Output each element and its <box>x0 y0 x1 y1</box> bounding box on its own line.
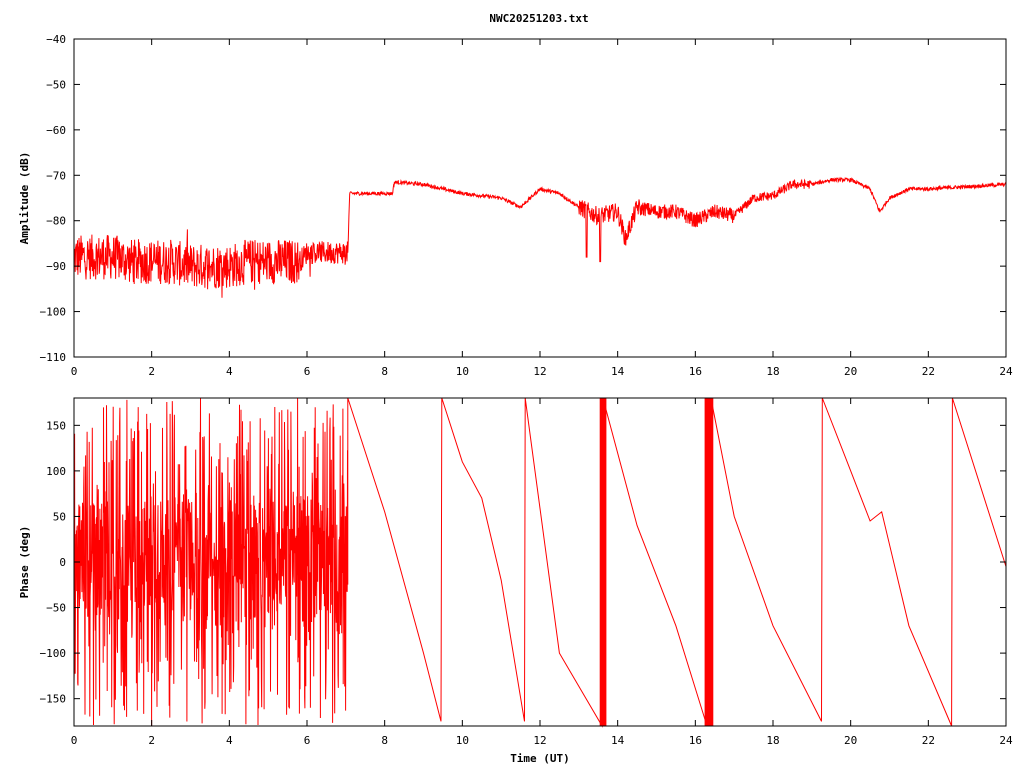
amplitude-x-tick-label: 2 <box>148 365 155 378</box>
amplitude-x-tick-label: 16 <box>689 365 702 378</box>
phase-x-tick-label: 0 <box>71 734 78 747</box>
phase-x-tick-label: 22 <box>922 734 935 747</box>
phase-line <box>73 397 1007 728</box>
amplitude-y-tick-label: −70 <box>46 169 66 182</box>
amplitude-y-tick-label: −40 <box>46 33 66 46</box>
chart-title: NWC20251203.txt <box>489 12 588 25</box>
amplitude-x-tick-label: 12 <box>533 365 546 378</box>
phase-x-tick-label: 24 <box>999 734 1013 747</box>
phase-series <box>73 397 1007 728</box>
amplitude-x-tick-label: 14 <box>611 365 625 378</box>
amplitude-series <box>73 176 1007 298</box>
amplitude-y-tick-label: −80 <box>46 215 66 228</box>
amplitude-x-tick-label: 24 <box>999 365 1013 378</box>
phase-x-tick-label: 12 <box>533 734 546 747</box>
amplitude-y-tick-label: −100 <box>40 306 67 319</box>
amplitude-ticks: 0 2 4 6 8 10 12 14 16 18 20 22 24−110−100−90−80−70−6… <box>40 33 1013 378</box>
phase-panel: 0 2 4 6 8 10 12 14 16 18 20 22 24−150−100−5005010015… <box>18 397 1013 765</box>
phase-ticks: 0 2 4 6 8 10 12 14 16 18 20 22 24−150−100−5005010015… <box>40 398 1013 747</box>
amplitude-x-tick-label: 18 <box>766 365 779 378</box>
amplitude-plot-frame <box>73 38 1007 358</box>
amplitude-y-tick-label: −90 <box>46 260 66 273</box>
amplitude-x-tick-label: 10 <box>456 365 469 378</box>
amplitude-x-tick-label: 6 <box>304 365 311 378</box>
phase-x-tick-label: 6 <box>304 734 311 747</box>
phase-x-tick-label: 2 <box>148 734 155 747</box>
phase-y-tick-label: 0 <box>59 556 66 569</box>
phase-x-tick-label: 4 <box>226 734 233 747</box>
amplitude-x-tick-label: 0 <box>71 365 78 378</box>
phase-wrap-jitter <box>599 398 714 726</box>
phase-y-axis-label: Phase (deg) <box>18 526 31 599</box>
phase-x-tick-label: 8 <box>381 734 388 747</box>
amplitude-x-tick-label: 20 <box>844 365 857 378</box>
amplitude-panel: 0 2 4 6 8 10 12 14 16 18 20 22 24−110−100−90−80−70−6… <box>18 33 1013 378</box>
amplitude-y-tick-label: −110 <box>40 351 67 364</box>
phase-x-tick-label: 14 <box>611 734 625 747</box>
phase-x-tick-label: 20 <box>844 734 857 747</box>
amplitude-x-tick-label: 8 <box>381 365 388 378</box>
phase-y-tick-label: −150 <box>40 693 67 706</box>
amplitude-y-axis-label: Amplitude (dB) <box>18 152 31 245</box>
amplitude-x-tick-label: 22 <box>922 365 935 378</box>
amplitude-x-tick-label: 4 <box>226 365 233 378</box>
phase-y-tick-label: 100 <box>46 465 66 478</box>
amplitude-y-tick-label: −60 <box>46 124 66 137</box>
phase-y-tick-label: −50 <box>46 602 66 615</box>
phase-y-tick-label: −100 <box>40 647 67 660</box>
phase-y-tick-label: 150 <box>46 419 66 432</box>
phase-y-tick-label: 50 <box>53 510 66 523</box>
phase-x-tick-label: 16 <box>689 734 702 747</box>
amplitude-line <box>73 176 1007 298</box>
phase-x-tick-label: 18 <box>766 734 779 747</box>
phase-x-axis-label: Time (UT) <box>510 752 570 765</box>
phase-x-tick-label: 10 <box>456 734 469 747</box>
amplitude-y-tick-label: −50 <box>46 78 66 91</box>
